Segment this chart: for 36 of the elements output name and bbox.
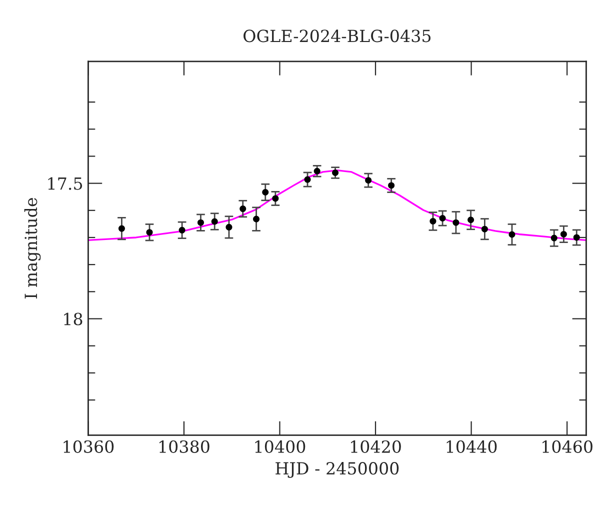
point [226, 224, 232, 230]
point [508, 231, 516, 238]
point [240, 206, 246, 212]
point [178, 226, 186, 234]
point [452, 219, 460, 226]
point [304, 176, 311, 183]
point [365, 177, 372, 184]
x-tick-label: 10420 [351, 440, 401, 453]
point [332, 170, 339, 176]
chart-title: OGLE-2024-BLG-0435 [244, 30, 431, 42]
point [560, 230, 567, 238]
y-tick-label: 17.5 [48, 177, 82, 190]
point [197, 219, 204, 226]
point [253, 216, 260, 222]
point [118, 225, 125, 232]
point [468, 216, 474, 224]
x-tick-label: 10460 [542, 440, 592, 453]
point [573, 234, 580, 241]
point [388, 182, 395, 189]
point [430, 218, 436, 224]
line-series [88, 169, 586, 242]
y-tick-label: 18 [64, 312, 82, 326]
point [481, 226, 488, 232]
point [262, 189, 269, 196]
x-tick-label: 10380 [159, 440, 210, 453]
point [314, 168, 320, 174]
point [439, 215, 446, 222]
x-tick-label: 10400 [255, 440, 306, 453]
point [272, 195, 279, 202]
point [550, 234, 558, 242]
x-tick-label: 10360 [64, 440, 114, 453]
x-tick-label: 10440 [446, 440, 497, 453]
y-axis-title: I magnitude [24, 198, 41, 299]
point [211, 218, 218, 225]
x-axis-title: HJD - 2450000 [276, 462, 399, 478]
point [146, 229, 153, 236]
